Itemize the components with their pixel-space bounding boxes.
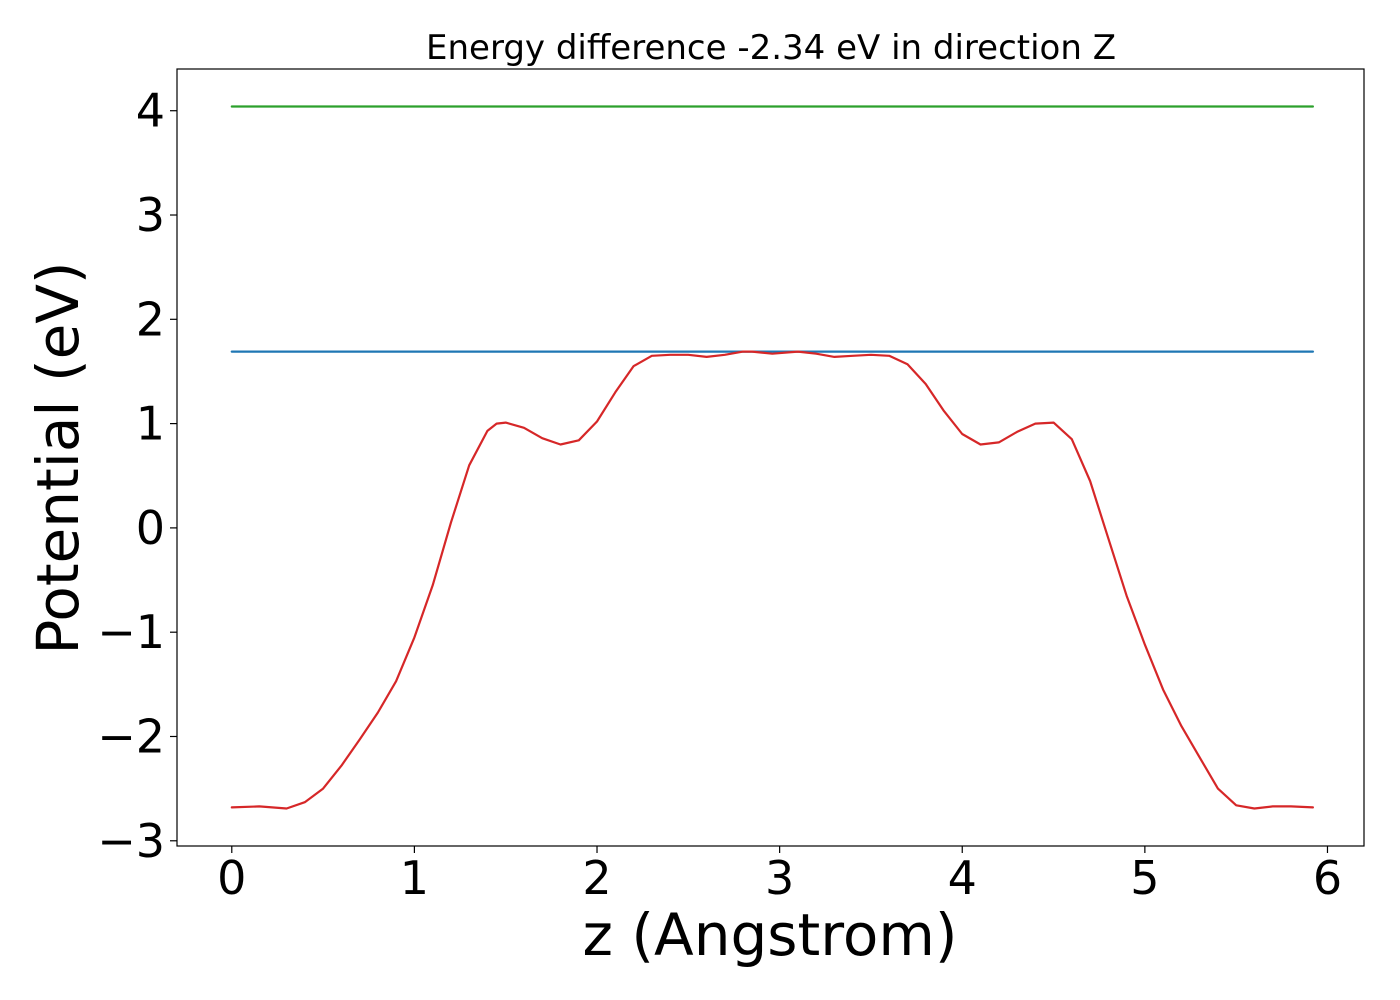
y-axis-ticks: −3 −2 −1 0 1 2 3 4 [97,84,177,868]
y-axis-label: Potential (eV) [24,261,92,654]
y-tick-label: 4 [136,84,165,138]
y-tick-label: 0 [136,501,165,555]
y-tick-label: 3 [136,188,165,242]
plot-area-frame [176,68,1365,847]
y-tick-label: −1 [97,605,165,659]
x-tick-label: 1 [400,851,429,905]
y-tick-label: −3 [97,814,165,868]
x-tick-label: 6 [1313,851,1342,905]
x-axis-ticks: 0 1 2 3 4 5 6 [217,846,1342,905]
y-tick-label: 1 [136,397,165,451]
y-tick-label: 2 [136,292,165,346]
series-line-3 [230,350,1315,810]
x-axis-label: z (Angstrom) [583,901,958,969]
y-tick-label: −2 [97,709,165,763]
x-tick-label: 3 [765,851,794,905]
chart-title: Energy difference -2.34 eV in direction … [426,28,1116,68]
x-tick-label: 4 [948,851,977,905]
x-tick-label: 2 [582,851,611,905]
x-tick-label: 5 [1130,851,1159,905]
x-tick-label: 0 [217,851,246,905]
series-layer [230,105,1315,810]
